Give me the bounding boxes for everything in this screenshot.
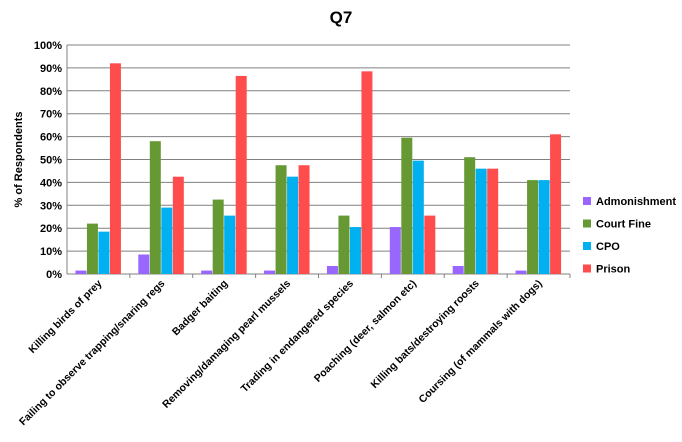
y-tick-label: 30% — [40, 200, 62, 212]
bar — [538, 180, 550, 274]
y-tick-label: 100% — [34, 40, 62, 52]
x-tick-label: Coursing (of mammals with dogs) — [417, 278, 545, 406]
bar — [349, 227, 361, 274]
y-tick-label: 40% — [40, 177, 62, 189]
bar — [515, 270, 527, 274]
y-tick-label: 50% — [40, 155, 62, 167]
bar — [361, 71, 373, 275]
y-axis-label: % of Respondents — [13, 112, 25, 208]
bar — [487, 168, 499, 274]
bar — [201, 270, 213, 274]
legend-swatch — [583, 242, 591, 250]
x-tick-label: Killing bats/destroying roosts — [369, 278, 482, 391]
bar — [109, 63, 121, 274]
bar — [550, 134, 562, 274]
bar — [475, 168, 487, 274]
chart-title: Q7 — [329, 8, 353, 27]
bar — [389, 227, 401, 274]
bar — [149, 141, 161, 274]
y-tick-label: 80% — [40, 86, 62, 98]
bar — [298, 165, 310, 274]
bar — [212, 199, 224, 274]
x-tick-label: Failing to observe trapping/snaring regs — [17, 278, 168, 429]
bar — [338, 215, 350, 274]
bar — [401, 137, 413, 274]
bar — [138, 254, 150, 274]
bar — [527, 180, 539, 274]
bar — [464, 157, 476, 274]
legend-label: CPO — [596, 241, 620, 253]
bar — [224, 215, 236, 274]
bar — [235, 75, 247, 274]
bar — [98, 231, 110, 274]
bar — [161, 207, 173, 274]
y-tick-label: 20% — [40, 223, 62, 235]
bar — [172, 176, 184, 274]
bar — [452, 265, 464, 274]
bar — [75, 270, 87, 274]
legend-label: Prison — [596, 264, 631, 276]
bar — [287, 176, 299, 274]
y-tick-label: 10% — [40, 246, 62, 258]
legend-swatch — [583, 219, 591, 228]
y-tick-label: 0% — [46, 269, 62, 281]
legend-label: Court Fine — [596, 219, 651, 231]
legend-label: Admonishment — [596, 196, 676, 208]
legend-swatch — [583, 197, 591, 205]
bar — [326, 265, 338, 274]
x-tick-label: Poaching (deer, salmon etc) — [312, 278, 419, 385]
y-tick-label: 70% — [40, 109, 62, 121]
x-tick-label: Trading in endangered species — [239, 278, 357, 396]
bar — [424, 215, 436, 274]
legend-swatch — [583, 264, 591, 273]
bar — [86, 223, 98, 274]
y-tick-label: 60% — [40, 132, 62, 144]
bar — [264, 270, 276, 274]
bar — [275, 165, 287, 274]
x-tick-label: Removing/damaging pearl mussels — [160, 278, 293, 411]
bar — [412, 160, 424, 274]
y-tick-label: 90% — [40, 63, 62, 75]
x-tick-label: Badger baiting — [170, 278, 230, 338]
